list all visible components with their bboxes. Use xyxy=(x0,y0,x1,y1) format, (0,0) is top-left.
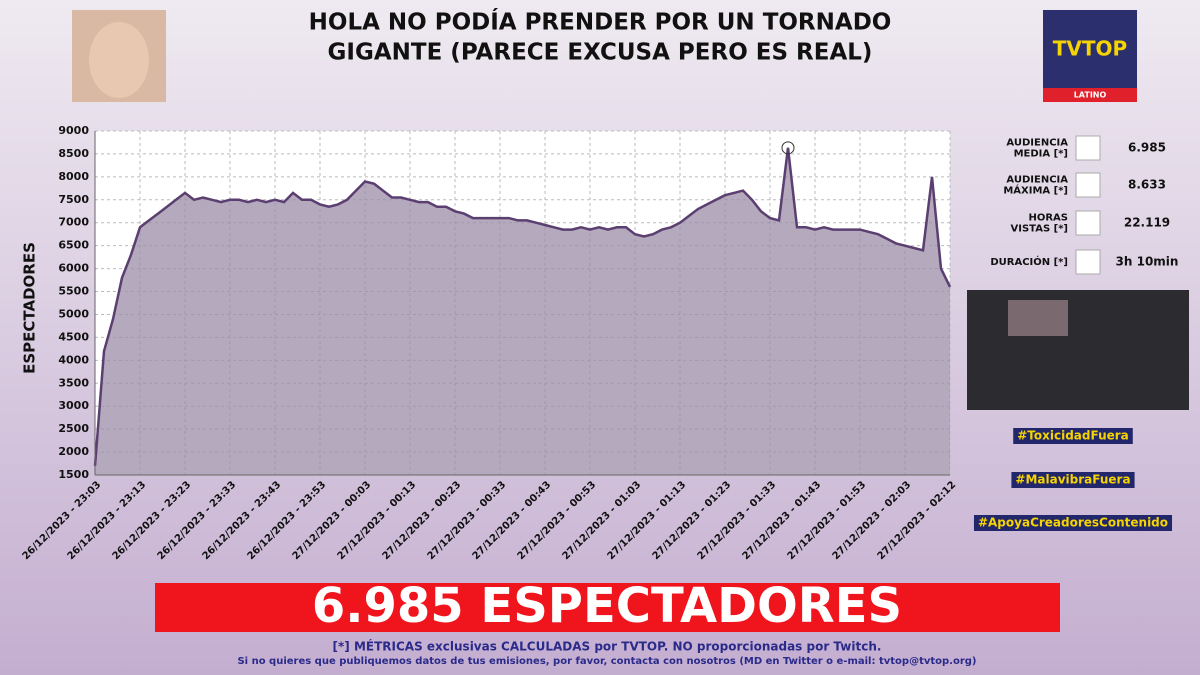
stat-label: AUDIENCIA xyxy=(1006,138,1068,149)
avatar-face xyxy=(89,22,149,98)
stat-icon xyxy=(1075,249,1101,275)
title: HOLA NO PODÍA PRENDER POR UN TORNADO xyxy=(309,8,892,36)
y-tick-label: 4000 xyxy=(58,353,89,366)
hashtag: #ToxicidadFuera xyxy=(1017,429,1129,443)
y-tick-label: 4500 xyxy=(58,330,89,343)
title: GIGANTE (PARECE EXCUSA PERO ES REAL) xyxy=(328,40,873,66)
stat-label: HORAS xyxy=(1028,213,1068,224)
y-tick-label: 2000 xyxy=(58,445,89,458)
banner-bg xyxy=(155,583,1060,632)
stat-icon xyxy=(1075,172,1101,198)
y-tick-label: 3000 xyxy=(58,399,89,412)
y-tick-label: 5500 xyxy=(58,285,89,298)
stat-value: 6.985 xyxy=(1128,141,1166,155)
footer-note: [*] MÉTRICAS exclusivas CALCULADAS por T… xyxy=(333,639,882,654)
logo-bar xyxy=(1043,88,1137,102)
stat-icon xyxy=(1075,135,1101,161)
logo xyxy=(1043,10,1137,102)
y-tick-label: 6500 xyxy=(58,239,89,252)
y-tick-label: 3500 xyxy=(58,376,89,389)
stat-label: MEDIA [*] xyxy=(1014,149,1068,160)
y-tick-label: 8500 xyxy=(58,147,89,160)
stat-value: 3h 10min xyxy=(1116,255,1179,269)
banner: 6.985 ESPECTADORES xyxy=(312,578,902,634)
stat-value: 22.119 xyxy=(1124,216,1170,230)
y-tick-label: 8000 xyxy=(58,170,89,183)
y-tick-label: 2500 xyxy=(58,422,89,435)
y-tick-label: 7000 xyxy=(58,216,89,229)
logo-sub: LATINO xyxy=(1074,91,1107,100)
y-tick-label: 1500 xyxy=(58,468,89,481)
logo-text: TVTOP xyxy=(1053,37,1127,61)
hashtag-bg xyxy=(1011,472,1135,488)
hashtag: #MalavibraFuera xyxy=(1015,473,1130,487)
stat-label: AUDIENCIA xyxy=(1006,175,1068,186)
y-tick-label: 9000 xyxy=(58,124,89,137)
thumbnail-window xyxy=(1008,300,1068,336)
area xyxy=(95,147,950,476)
hashtag-bg xyxy=(1013,428,1133,444)
stat-label: VISTAS [*] xyxy=(1011,224,1069,235)
line xyxy=(93,147,952,466)
y-tick-label: 7500 xyxy=(58,193,89,206)
stat-label: MÁXIMA [*] xyxy=(1003,184,1068,197)
y-axis-label: ESPECTADORES xyxy=(21,242,39,374)
peak-marker xyxy=(781,141,795,155)
stat-value: 8.633 xyxy=(1128,178,1166,192)
y-tick-label: 5000 xyxy=(58,307,89,320)
hashtag: #ApoyaCreadoresContenido xyxy=(978,516,1168,530)
footer-contact: Si no quieres que publiquemos datos de t… xyxy=(237,656,976,667)
y-tick-label: 6000 xyxy=(58,262,89,275)
stream-thumbnail xyxy=(967,290,1189,410)
hashtag-bg xyxy=(973,515,1173,531)
stat-label: DURACIÓN [*] xyxy=(990,255,1068,268)
stat-icon xyxy=(1075,210,1101,236)
